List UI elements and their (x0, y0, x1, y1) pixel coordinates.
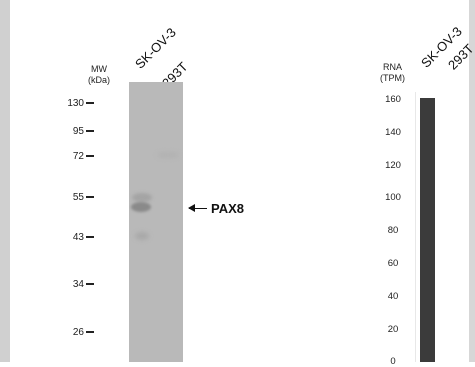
western-blot-gel (129, 82, 183, 362)
mw-tick (86, 130, 94, 133)
mw-marker-value: 130 (67, 98, 84, 109)
rna-bar-sk-ov-3 (420, 98, 435, 362)
mw-tick (86, 155, 94, 158)
mw-tick (86, 236, 94, 239)
rna-tpm-header: RNA (TPM) (380, 62, 405, 84)
mw-marker-value: 34 (72, 279, 84, 290)
gel-band-faint-72 (157, 152, 179, 158)
mw-tick (86, 196, 94, 199)
mw-header: MW (kDa) (88, 64, 110, 86)
mw-marker: 43 (73, 232, 94, 243)
rna-tick-label: 160 (385, 94, 401, 105)
mw-marker-value: 95 (72, 126, 84, 137)
mw-marker: 130 (67, 98, 94, 109)
mw-tick (86, 102, 94, 105)
mw-marker: 55 (73, 192, 94, 203)
mw-marker: 95 (73, 126, 94, 137)
rna-tick-label: 100 (385, 192, 401, 204)
gel-band-faint-upper (132, 193, 152, 202)
mw-header-line-2: (kDa) (88, 75, 110, 85)
rna-tick-label: 80 (387, 225, 399, 237)
left-arrow-icon (188, 203, 207, 212)
right-frame-border (469, 0, 475, 362)
left-frame-border (0, 0, 10, 362)
mw-header-line-1: MW (91, 64, 107, 74)
rna-tick-label: 60 (387, 258, 399, 269)
mw-tick (86, 283, 94, 286)
mw-marker-value: 55 (72, 192, 84, 203)
mw-marker: 72 (73, 151, 94, 162)
rna-tick-label: 20 (387, 323, 399, 335)
gel-band-pax8 (131, 202, 151, 212)
mw-marker: 26 (73, 327, 94, 338)
mw-marker-value: 26 (72, 327, 84, 338)
mw-marker-value: 43 (72, 232, 84, 243)
rna-header-line-1: RNA (382, 62, 402, 72)
rna-axis-guide (415, 92, 416, 362)
rna-tick-label: 40 (387, 290, 399, 302)
mw-marker-value: 72 (72, 151, 84, 162)
rna-header-line-2: (TPM) (380, 73, 405, 83)
gel-band-faint-lower (135, 232, 149, 240)
rna-tick-label: 140 (385, 126, 401, 138)
mw-tick (86, 331, 94, 334)
mw-marker: 34 (73, 279, 94, 290)
rna-tick-label: 120 (385, 159, 401, 171)
wb-lane-label-sk-ov-3: SK-OV-3 (132, 24, 179, 72)
pax8-arrow-label: PAX8 (188, 201, 244, 216)
target-protein-label: PAX8 (211, 201, 244, 216)
